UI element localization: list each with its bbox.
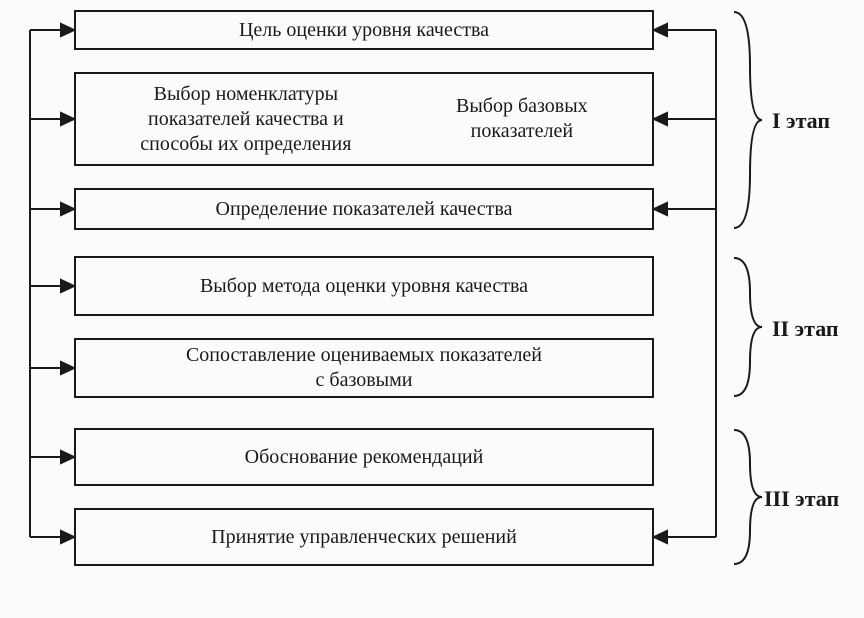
stage-label: III этап: [764, 486, 839, 512]
flow-box-text: Сопоставление оцениваемых показателей с …: [186, 343, 542, 393]
flow-box: Цель оценки уровня качества: [74, 10, 654, 50]
flow-box: Обоснование рекомендаций: [74, 428, 654, 486]
flow-box-text: Принятие управленческих решений: [211, 525, 517, 550]
flow-box: Сопоставление оцениваемых показателей с …: [74, 338, 654, 398]
flow-box: Выбор метода оценки уровня качества: [74, 256, 654, 316]
flow-box: Принятие управленческих решений: [74, 508, 654, 566]
flow-box: Выбор номенклатуры показателей качества …: [74, 72, 654, 166]
flow-box-text: Определение показателей качества: [216, 197, 513, 222]
stage-label: II этап: [772, 316, 839, 342]
stage-label: I этап: [772, 108, 830, 134]
flow-box-text-right: Выбор базовых показателей: [456, 94, 588, 144]
flow-box-text: Цель оценки уровня качества: [239, 18, 489, 43]
flow-box-text: Обоснование рекомендаций: [245, 445, 484, 470]
diagram-canvas: Цель оценки уровня качества Выбор номенкл…: [0, 0, 864, 618]
flow-box: Определение показателей качества: [74, 188, 654, 230]
flow-box-text-left: Выбор номенклатуры показателей качества …: [140, 82, 351, 157]
flow-box-text: Выбор метода оценки уровня качества: [200, 274, 528, 299]
